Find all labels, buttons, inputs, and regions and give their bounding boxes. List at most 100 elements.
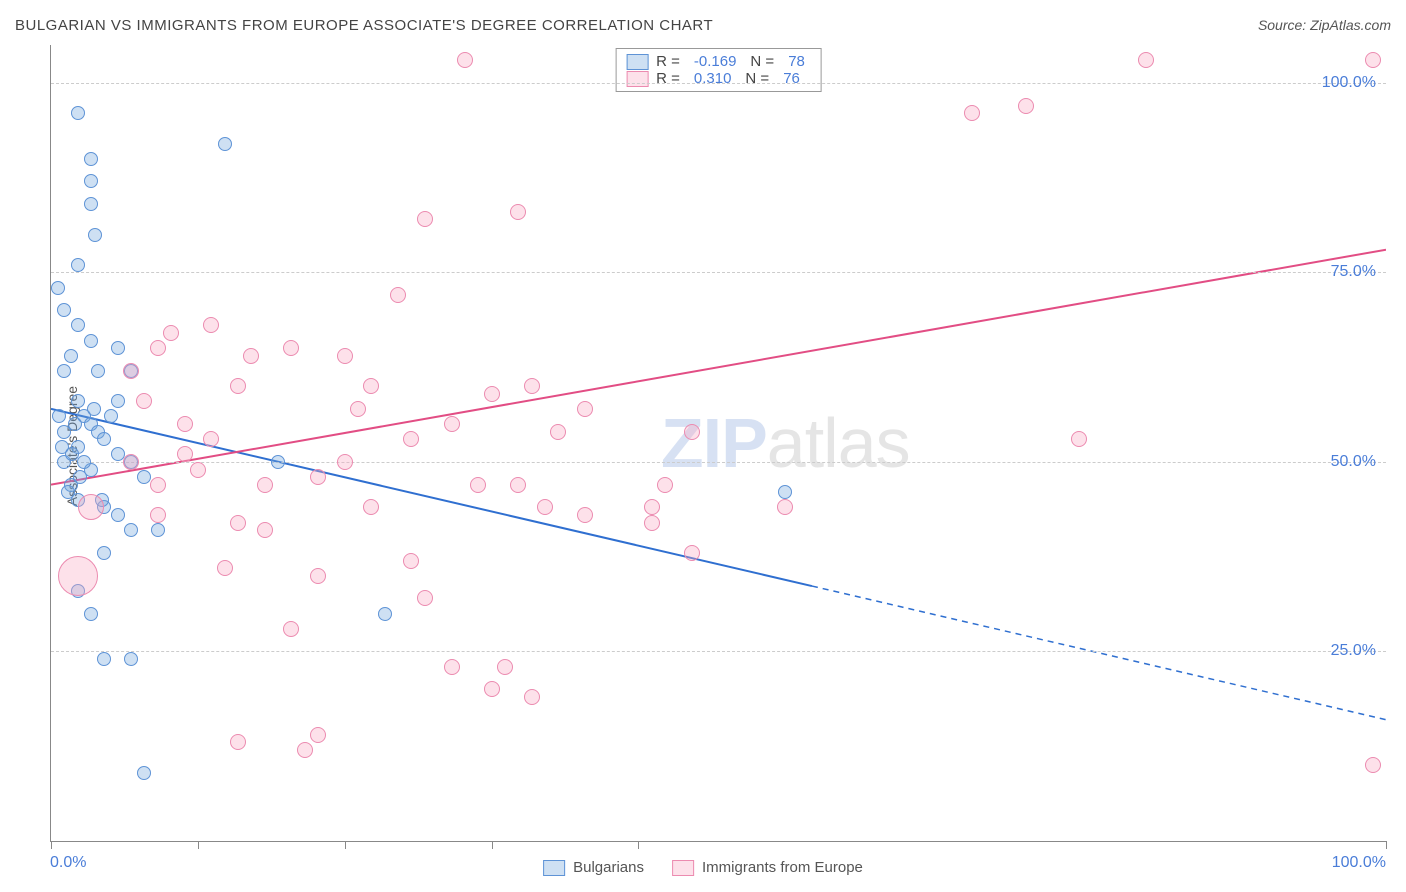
scatter-point [510, 204, 526, 220]
scatter-point [104, 409, 118, 423]
scatter-point [218, 137, 232, 151]
scatter-point [84, 334, 98, 348]
scatter-point [484, 386, 500, 402]
x-axis-max-label: 100.0% [1332, 854, 1386, 872]
legend-label-blue: Bulgarians [573, 859, 644, 876]
chart-title: BULGARIAN VS IMMIGRANTS FROM EUROPE ASSO… [15, 17, 713, 34]
scatter-point [111, 508, 125, 522]
scatter-point [524, 689, 540, 705]
y-tick-label: 100.0% [1322, 74, 1376, 92]
scatter-point [137, 766, 151, 780]
x-tick [492, 841, 493, 849]
swatch-blue [626, 54, 648, 70]
scatter-point [84, 174, 98, 188]
scatter-point [84, 607, 98, 621]
scatter-point [124, 523, 138, 537]
chart-area: ZIPatlas R = -0.169 N = 78 R = 0.310 N =… [50, 45, 1386, 842]
y-tick-label: 75.0% [1331, 263, 1376, 281]
gridline [51, 651, 1386, 652]
scatter-point [350, 401, 366, 417]
legend-swatch-blue [543, 860, 565, 876]
scatter-point [71, 394, 85, 408]
watermark: ZIPatlas [661, 403, 910, 483]
scatter-point [510, 477, 526, 493]
scatter-point [97, 652, 111, 666]
n-value-blue: 78 [788, 53, 805, 70]
scatter-point [97, 546, 111, 560]
scatter-point [1365, 757, 1381, 773]
scatter-point [51, 281, 65, 295]
n-label: N = [750, 53, 774, 70]
scatter-point [123, 363, 139, 379]
scatter-point [470, 477, 486, 493]
scatter-point [1365, 52, 1381, 68]
correlation-row-blue: R = -0.169 N = 78 [626, 53, 811, 70]
scatter-point [57, 364, 71, 378]
scatter-point [283, 340, 299, 356]
source-attribution: Source: ZipAtlas.com [1258, 17, 1391, 33]
scatter-point [417, 211, 433, 227]
scatter-point [417, 590, 433, 606]
scatter-point [497, 659, 513, 675]
scatter-point [71, 106, 85, 120]
legend-label-pink: Immigrants from Europe [702, 859, 863, 876]
scatter-point [457, 52, 473, 68]
scatter-point [337, 454, 353, 470]
scatter-point [337, 348, 353, 364]
scatter-point [230, 734, 246, 750]
scatter-point [657, 477, 673, 493]
scatter-point [52, 409, 66, 423]
legend-item-blue: Bulgarians [543, 859, 644, 876]
scatter-point [484, 681, 500, 697]
scatter-point [150, 340, 166, 356]
x-tick [198, 841, 199, 849]
scatter-point [644, 515, 660, 531]
scatter-point [123, 454, 139, 470]
scatter-point [150, 477, 166, 493]
scatter-point [1138, 52, 1154, 68]
scatter-point [163, 325, 179, 341]
scatter-point [363, 499, 379, 515]
watermark-part-1: ZIP [661, 404, 767, 482]
correlation-legend: R = -0.169 N = 78 R = 0.310 N = 76 [615, 48, 822, 92]
scatter-point [271, 455, 285, 469]
scatter-point [310, 469, 326, 485]
scatter-point [111, 341, 125, 355]
scatter-point [964, 105, 980, 121]
scatter-point [684, 545, 700, 561]
r-value-pink: 0.310 [694, 70, 732, 87]
scatter-point [550, 424, 566, 440]
scatter-point [136, 393, 152, 409]
scatter-point [61, 485, 75, 499]
scatter-point [297, 742, 313, 758]
scatter-point [73, 470, 87, 484]
scatter-point [57, 303, 71, 317]
scatter-point [577, 507, 593, 523]
scatter-point [403, 553, 419, 569]
r-label: R = [656, 53, 680, 70]
scatter-point [151, 523, 165, 537]
y-tick-label: 50.0% [1331, 453, 1376, 471]
scatter-point [177, 416, 193, 432]
scatter-point [363, 378, 379, 394]
scatter-point [190, 462, 206, 478]
scatter-point [537, 499, 553, 515]
scatter-point [378, 607, 392, 621]
scatter-point [71, 318, 85, 332]
scatter-point [84, 197, 98, 211]
scatter-point [257, 477, 273, 493]
scatter-point [84, 152, 98, 166]
scatter-point [177, 446, 193, 462]
scatter-point [777, 499, 793, 515]
x-tick [345, 841, 346, 849]
scatter-point [77, 455, 91, 469]
header: BULGARIAN VS IMMIGRANTS FROM EUROPE ASSO… [15, 10, 1391, 40]
scatter-point [203, 317, 219, 333]
scatter-point [403, 431, 419, 447]
trend-line-dashed [812, 586, 1386, 720]
scatter-point [310, 568, 326, 584]
x-tick [638, 841, 639, 849]
scatter-point [390, 287, 406, 303]
scatter-point [444, 416, 460, 432]
r-value-blue: -0.169 [694, 53, 737, 70]
